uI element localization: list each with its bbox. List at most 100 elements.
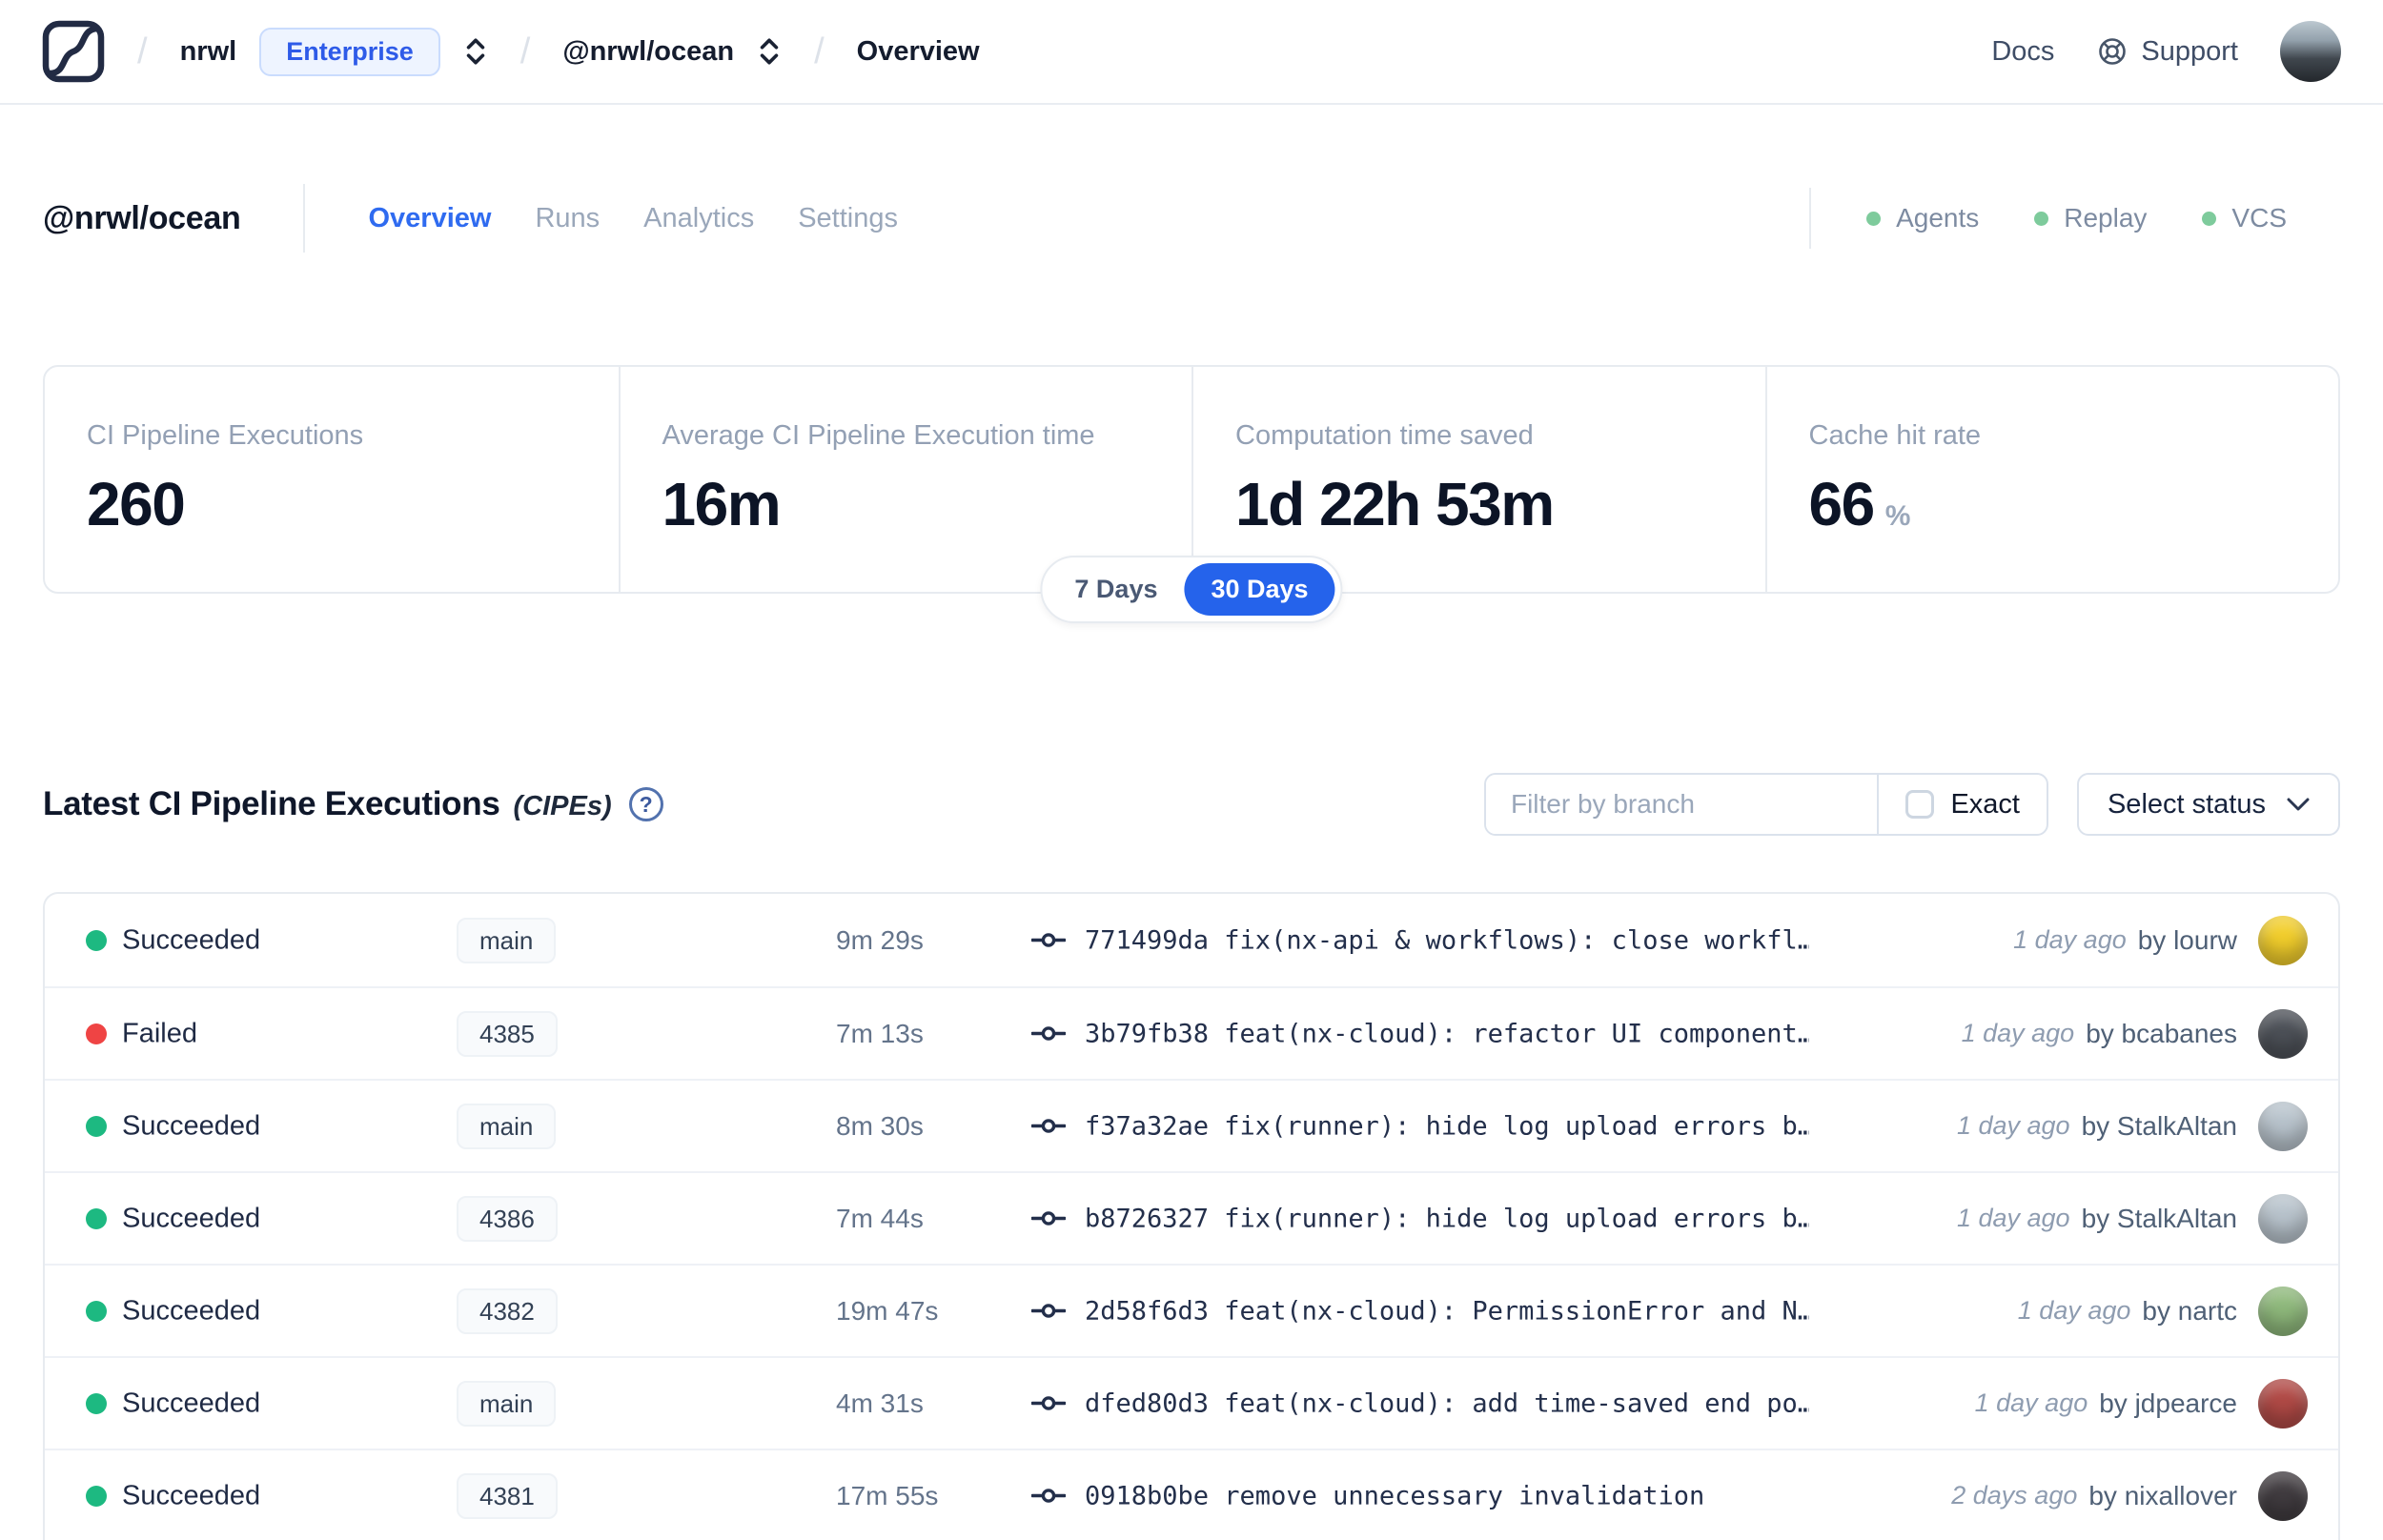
commit-message: 2d58f6d3 feat(nx-cloud): PermissionError…: [1085, 1296, 1809, 1326]
stat-label: Average CI Pipeline Execution time: [662, 420, 1095, 451]
time-ago: 1 day ago: [1961, 1019, 2075, 1047]
stat-value: 66: [1808, 470, 1876, 538]
status-dot: [86, 1485, 107, 1507]
status-dot: [86, 1392, 107, 1414]
section-title: Latest CI Pipeline Executions: [43, 785, 500, 822]
lifebuoy-icon: [2099, 38, 2127, 65]
git-commit-icon: [1031, 1119, 1066, 1133]
time-ago: 1 day ago: [1974, 1388, 2088, 1417]
cipe-header: Latest CI Pipeline Executions (CIPEs) ? …: [43, 771, 2340, 838]
row-meta: 1 day ago by jdpearce: [1974, 1378, 2308, 1429]
status-select-label: Select status: [2107, 788, 2266, 820]
row-meta: 1 day ago by bcabanes: [1961, 1008, 2308, 1059]
nx-cloud-logo-icon[interactable]: [42, 20, 105, 83]
top-nav: / nrwl Enterprise / @nrwl/ocean / Overvi…: [0, 0, 2383, 105]
stat-label: CI Pipeline Executions: [87, 420, 364, 451]
docs-link[interactable]: Docs: [1991, 35, 2055, 67]
status-label: Succeeded: [122, 1295, 261, 1326]
tab[interactable]: Runs: [535, 202, 601, 233]
author: by lourw: [2137, 924, 2237, 955]
stats-cards: CI Pipeline Executions 260 Average CI Pi…: [43, 365, 2340, 623]
date-range-toggle: 7 Days 30 Days: [1040, 556, 1343, 623]
help-icon[interactable]: ?: [628, 787, 663, 821]
breadcrumb-workspace: @nrwl/ocean: [562, 35, 782, 68]
service-status-item[interactable]: Agents: [1866, 203, 1979, 233]
org-unfold-icon[interactable]: [463, 35, 488, 68]
time-ago: 1 day ago: [1956, 1111, 2070, 1140]
stat-card: CI Pipeline Executions 260: [45, 367, 619, 592]
avatar: [2258, 1101, 2308, 1151]
table-row[interactable]: Succeeded 4386 7m 44s b8726327 fix(runne…: [45, 1171, 2338, 1264]
branch-chip: main: [457, 1103, 557, 1149]
time-ago: 1 day ago: [1956, 1204, 2070, 1232]
time-ago: 2 days ago: [1951, 1481, 2078, 1510]
commit: dfed80d3 feat(nx-cloud): add time-saved …: [1031, 1388, 1809, 1418]
commit: 3b79fb38 feat(nx-cloud): refactor UI com…: [1031, 1019, 1809, 1048]
avatar: [2258, 1193, 2308, 1244]
stat-label: Cache hit rate: [1808, 420, 1982, 451]
time-ago: 1 day ago: [2017, 1296, 2131, 1325]
service-status-item[interactable]: VCS: [2202, 203, 2287, 233]
support-link[interactable]: Support: [2096, 35, 2238, 68]
breadcrumb-divider: /: [519, 30, 531, 71]
page-title: @nrwl/ocean: [43, 199, 241, 236]
range-option[interactable]: 7 Days: [1074, 575, 1158, 603]
branch-filter-group: Exact: [1483, 773, 2048, 836]
status-dot: [86, 1115, 107, 1137]
table-row[interactable]: Succeeded 4381 17m 55s 0918b0be remove u…: [45, 1449, 2338, 1540]
range-option[interactable]: 30 Days: [1184, 563, 1335, 616]
commit: 2d58f6d3 feat(nx-cloud): PermissionError…: [1031, 1296, 1809, 1326]
duration: 17m 55s: [836, 1480, 939, 1510]
row-meta: 1 day ago by nartc: [2017, 1286, 2308, 1336]
table-row[interactable]: Failed 4385 7m 13s 3b79fb38 feat(nx-clou…: [45, 986, 2338, 1079]
author: by nixallover: [2088, 1480, 2237, 1510]
table-row[interactable]: Succeeded 4382 19m 47s 2d58f6d3 feat(nx-…: [45, 1264, 2338, 1356]
breadcrumb-divider: /: [137, 30, 148, 71]
org-name[interactable]: nrwl: [179, 35, 237, 67]
status-dot: [1866, 211, 1882, 226]
stat-card: Computation time saved 1d 22h 53m: [1192, 367, 1765, 592]
avatar: [2258, 1008, 2308, 1059]
table-row[interactable]: Succeeded main 4m 31s dfed80d3 feat(nx-c…: [45, 1356, 2338, 1449]
enterprise-badge: Enterprise: [259, 27, 440, 76]
table-row[interactable]: Succeeded main 9m 29s 771499da fix(nx-ap…: [45, 894, 2338, 986]
status-select[interactable]: Select status: [2076, 773, 2340, 836]
breadcrumb-page: Overview: [856, 35, 980, 67]
service-label: Replay: [2064, 203, 2148, 233]
workspace-tabs: Overview Runs Analytics Settings: [368, 203, 898, 234]
git-commit-icon: [1031, 1211, 1066, 1226]
service-status-list: Agents Replay VCS: [1866, 203, 2287, 233]
commit-message: 0918b0be remove unnecessary invalidation: [1085, 1481, 1705, 1510]
commit: f37a32ae fix(runner): hide log upload er…: [1031, 1111, 1809, 1141]
workspace-header: @nrwl/ocean Overview Runs Analytics Setting…: [43, 183, 2340, 253]
status-dot: [86, 1300, 107, 1322]
workspace-unfold-icon[interactable]: [757, 35, 782, 68]
duration: 7m 13s: [836, 1018, 924, 1048]
exact-checkbox[interactable]: [1905, 790, 1935, 819]
tab[interactable]: Overview: [368, 202, 492, 233]
avatar: [2258, 915, 2308, 965]
exact-label: Exact: [1950, 788, 2020, 820]
workspace-name[interactable]: @nrwl/ocean: [562, 35, 735, 67]
row-meta: 2 days ago by nixallover: [1951, 1470, 2308, 1521]
section-title-suffix: (CIPEs): [513, 791, 612, 821]
nav-right: Docs Support: [1991, 21, 2341, 82]
service-status-item[interactable]: Replay: [2034, 203, 2147, 233]
status-label: Succeeded: [122, 1388, 261, 1418]
user-avatar[interactable]: [2280, 21, 2341, 82]
breadcrumb-divider: /: [814, 30, 825, 71]
table-row[interactable]: Succeeded main 8m 30s f37a32ae fix(runne…: [45, 1079, 2338, 1171]
support-label: Support: [2141, 35, 2238, 67]
avatar: [2258, 1378, 2308, 1429]
duration: 8m 30s: [836, 1110, 924, 1141]
commit-message: 771499da fix(nx-api & workflows): close …: [1085, 925, 1809, 955]
stat-value: 260: [87, 470, 186, 538]
commit: 771499da fix(nx-api & workflows): close …: [1031, 925, 1809, 955]
branch-filter-input[interactable]: [1485, 775, 1878, 834]
stat-value: 1d 22h 53m: [1235, 470, 1555, 538]
tab[interactable]: Settings: [798, 202, 898, 233]
status-dot: [86, 1207, 107, 1229]
tab[interactable]: Analytics: [643, 202, 755, 233]
git-commit-icon: [1031, 1026, 1066, 1041]
commit: b8726327 fix(runner): hide log upload er…: [1031, 1204, 1809, 1233]
